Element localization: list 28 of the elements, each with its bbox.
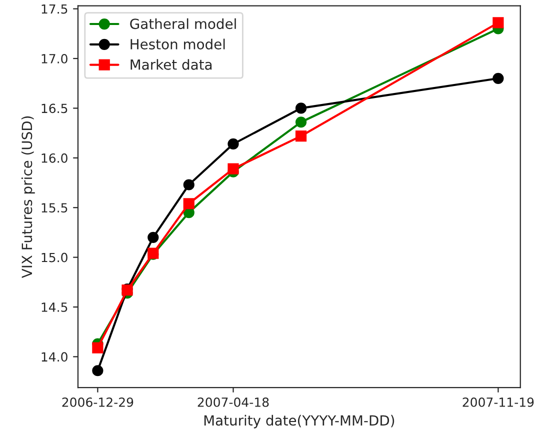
point bbox=[295, 130, 307, 142]
x-tick-label: 2006-12-29 bbox=[62, 397, 134, 407]
point bbox=[295, 102, 307, 114]
point bbox=[295, 116, 307, 128]
x-tick-label: 2007-11-19 bbox=[462, 397, 534, 407]
y-tick-label: 14.0 bbox=[42, 352, 68, 362]
point bbox=[492, 72, 504, 84]
point bbox=[92, 365, 104, 376]
point bbox=[183, 179, 194, 190]
y-tick-label: 17.5 bbox=[42, 4, 68, 14]
y-tick-label: 16.0 bbox=[42, 153, 68, 163]
y-tick-label: 15.5 bbox=[42, 203, 68, 213]
point bbox=[492, 17, 504, 28]
point bbox=[183, 198, 194, 210]
y-tick-label: 17.0 bbox=[42, 54, 68, 64]
legend-label: Market data bbox=[130, 59, 212, 70]
y-tick-label: 15.0 bbox=[42, 252, 68, 262]
y-tick-label: 14.5 bbox=[42, 302, 68, 312]
x-tick-label: 2007-04-18 bbox=[198, 397, 269, 407]
point bbox=[228, 138, 239, 150]
y-axis-title: VIX Futures price (USD) bbox=[21, 116, 35, 278]
x-axis-title: Maturity date(YYYY-MM-DD) bbox=[204, 414, 394, 428]
y-tick-label: 16.5 bbox=[42, 104, 68, 114]
point bbox=[92, 342, 104, 354]
point bbox=[148, 232, 159, 243]
legend-label: Gatheral model bbox=[130, 18, 236, 30]
point bbox=[228, 163, 239, 174]
legend-label: Heston model bbox=[130, 38, 225, 50]
